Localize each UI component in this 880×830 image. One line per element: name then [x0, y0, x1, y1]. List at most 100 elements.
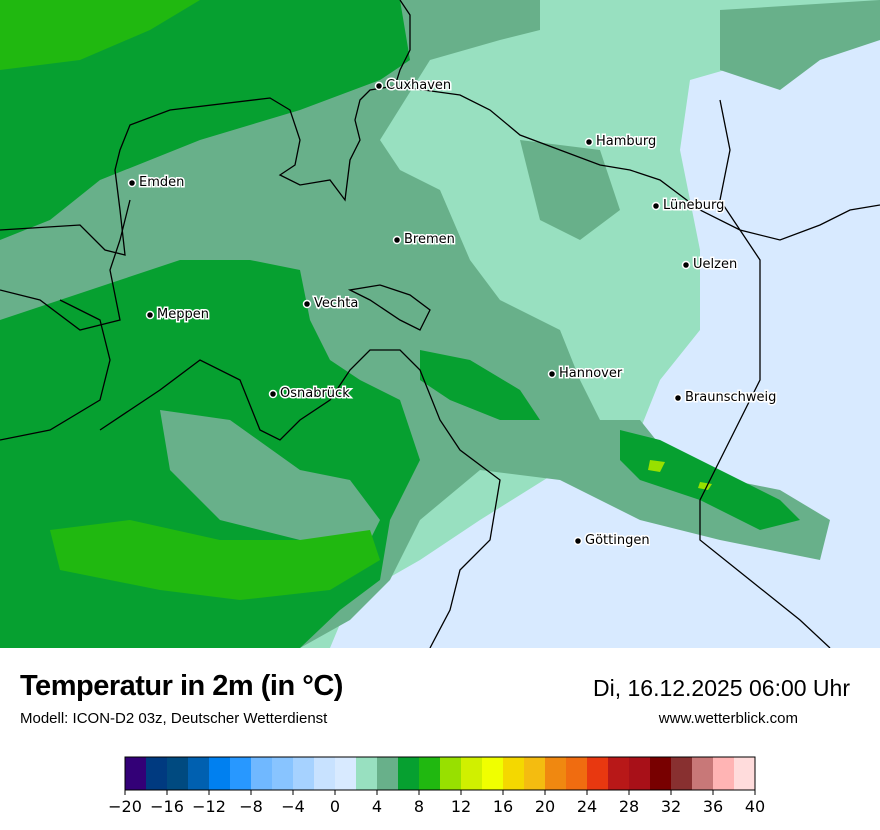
bremen-border: [347, 284, 431, 331]
city-dot: [573, 536, 583, 546]
city-uelzen: Uelzen: [681, 256, 739, 274]
city-dot: [268, 389, 278, 399]
colorbar-tick-label: −12: [192, 797, 226, 816]
colorbar-frame: [124, 756, 756, 791]
city-cuxhaven: Cuxhaven: [374, 77, 453, 95]
city-dot: [673, 393, 683, 403]
colorbar-bin: [335, 757, 357, 790]
city-label: Uelzen: [693, 257, 737, 272]
map-title: Temperatur in 2m (in °C): [20, 670, 343, 702]
colorbar-bin: [419, 757, 441, 790]
state-border-west: [0, 299, 501, 648]
colorbar-bin: [503, 757, 525, 790]
colorbar-tick-label: 24: [577, 797, 597, 816]
city-dot: [302, 299, 312, 309]
colorbar-bin: [482, 757, 504, 790]
state-border-east: [699, 99, 831, 648]
city-label: Hamburg: [596, 134, 656, 149]
field-8-10-sw: [50, 520, 380, 600]
colorbar-bin: [251, 757, 273, 790]
colorbar-bin: [440, 757, 462, 790]
temperature-map: Cuxhaven Hamburg Emden Lüneburg Bremen Uelzen…: [0, 0, 880, 648]
field-10-12-patch: [648, 460, 712, 490]
colorbar-bin: [230, 757, 252, 790]
colorbar-tick-label: 32: [661, 797, 681, 816]
city-label: Osnabrück: [280, 386, 350, 401]
valid-datetime: Di, 16.12.2025 06:00 Uhr: [592, 675, 850, 701]
colorbar-bin: [209, 757, 231, 790]
field-4-6-hamburg: [520, 140, 620, 240]
colorbar-tick-label: 28: [619, 797, 639, 816]
website-link[interactable]: www.wetterblick.com: [658, 710, 798, 727]
colorbar-bin: [608, 757, 630, 790]
colorbar-tick-label: 4: [372, 797, 382, 816]
elbe-river: [394, 85, 880, 241]
colorbar-bin: [671, 757, 693, 790]
colorbar-bin: [146, 757, 168, 790]
colorbar-tick-label: −4: [281, 797, 305, 816]
colorbar-bin: [377, 757, 399, 790]
colorbar-bin: [461, 757, 483, 790]
city-dot: [651, 201, 661, 211]
field-6-8-central: [420, 350, 540, 420]
city-dot: [681, 260, 691, 270]
colorbar-tick-label: −20: [108, 797, 142, 816]
colorbar-bin: [629, 757, 651, 790]
colorbar-tick-label: 36: [703, 797, 723, 816]
colorbar-bin: [356, 757, 378, 790]
city-lüneburg: Lüneburg: [651, 197, 726, 215]
field-8-10-nw: [0, 0, 200, 70]
city-label: Emden: [139, 175, 184, 190]
colorbar-bin: [293, 757, 315, 790]
colorbar-tick-label: 40: [745, 797, 765, 816]
colorbar-bin: [167, 757, 189, 790]
colorbar-tick-label: 20: [535, 797, 555, 816]
field-6-8-sea: [0, 0, 410, 240]
colorbar-tick-label: 0: [330, 797, 340, 816]
city-braunschweig: Braunschweig: [673, 389, 778, 407]
city-label: Lüneburg: [663, 198, 724, 213]
field-4-6-ne: [720, 0, 880, 90]
city-label: Braunschweig: [685, 390, 776, 405]
city-markers: Cuxhaven Hamburg Emden Lüneburg Bremen Uelzen…: [127, 77, 778, 550]
coastline: [0, 0, 411, 256]
city-dot: [392, 235, 402, 245]
colorbar-tick-label: 16: [493, 797, 513, 816]
city-label: Meppen: [157, 307, 209, 322]
city-label: Cuxhaven: [386, 78, 451, 93]
colorbar-bin: [272, 757, 294, 790]
colorbar-bin: [587, 757, 609, 790]
colorbar-bin: [713, 757, 735, 790]
model-subtitle: Modell: ICON-D2 03z, Deutscher Wetterdie…: [20, 710, 328, 727]
colorbar-bin: [692, 757, 714, 790]
field-4-6-sw: [160, 410, 380, 560]
colorbar-bin: [524, 757, 546, 790]
colorbar-bin: [545, 757, 567, 790]
colorbar-tick-label: 8: [414, 797, 424, 816]
city-osnabrück: Osnabrück: [268, 385, 352, 403]
city-hamburg: Hamburg: [584, 133, 658, 151]
borders: [0, 0, 880, 648]
city-label: Bremen: [404, 232, 455, 247]
city-label: Hannover: [559, 366, 623, 381]
city-hannover: Hannover: [547, 365, 624, 383]
colorbar-bin: [314, 757, 336, 790]
city-emden: Emden: [127, 174, 186, 192]
netherlands-border: [0, 199, 131, 331]
city-dot: [145, 310, 155, 320]
city-bremen: Bremen: [392, 231, 456, 249]
colorbar-bin: [650, 757, 672, 790]
city-dot: [374, 81, 384, 91]
city-dot: [547, 369, 557, 379]
colorbar-tick-label: −16: [150, 797, 184, 816]
colorbar-bin: [188, 757, 210, 790]
colorbar-bin: [398, 757, 420, 790]
colorbar-bin: [734, 757, 756, 790]
city-label: Göttingen: [585, 533, 650, 548]
colorbar-tick-label: −8: [239, 797, 263, 816]
city-dot: [127, 178, 137, 188]
colorbar-tick-label: 12: [451, 797, 471, 816]
city-dot: [584, 137, 594, 147]
city-vechta: Vechta: [302, 295, 360, 313]
city-meppen: Meppen: [145, 306, 210, 324]
